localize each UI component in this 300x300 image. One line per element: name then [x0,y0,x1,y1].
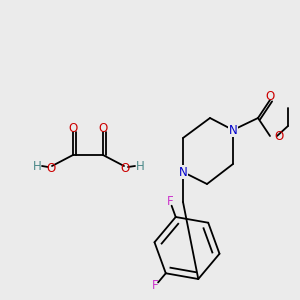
Text: F: F [152,279,159,292]
Text: H: H [136,160,144,172]
Text: O: O [120,161,130,175]
Text: F: F [167,196,174,208]
Text: O: O [266,89,274,103]
Text: O: O [274,130,283,142]
Text: O: O [98,122,108,136]
Text: O: O [68,122,78,136]
Text: N: N [178,166,188,178]
Text: H: H [33,160,41,172]
Text: O: O [46,161,56,175]
Text: N: N [229,124,237,136]
